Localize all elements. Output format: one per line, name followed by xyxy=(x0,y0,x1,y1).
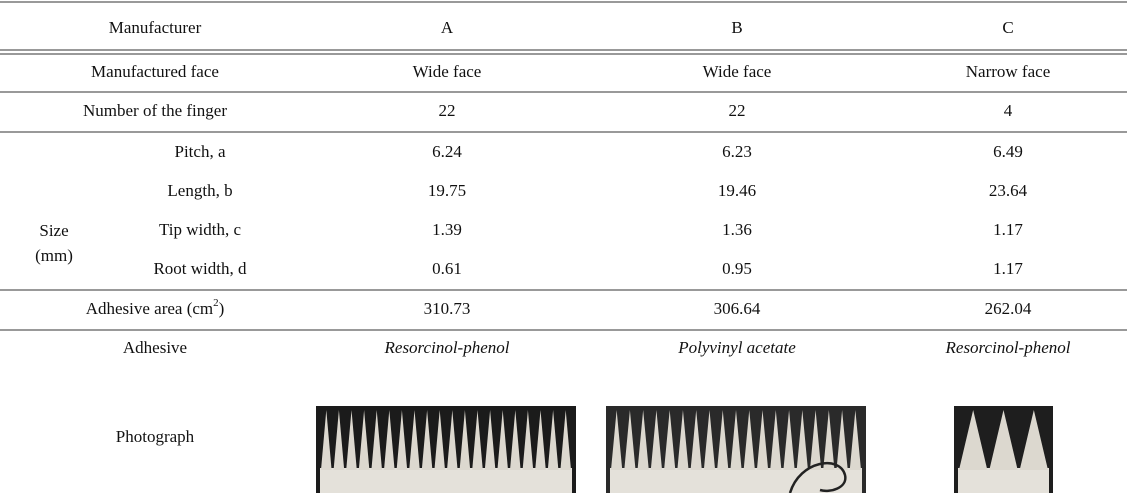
cell: 6.24 xyxy=(432,142,462,161)
finger xyxy=(730,410,742,470)
finger xyxy=(611,410,623,470)
finger xyxy=(484,410,496,470)
cell: 22 xyxy=(729,101,746,120)
marker-stroke xyxy=(788,461,847,493)
finger xyxy=(371,410,382,470)
finger xyxy=(434,410,445,470)
finger xyxy=(650,410,663,470)
wood xyxy=(958,468,1049,493)
wood xyxy=(320,468,572,493)
cell: 23.64 xyxy=(989,181,1028,200)
finger xyxy=(677,410,689,470)
finger xyxy=(510,410,521,470)
cell: Resorcinol-phenol xyxy=(384,338,510,357)
finger xyxy=(321,410,332,470)
finger xyxy=(809,410,822,470)
cell: 1.39 xyxy=(432,220,462,239)
column-header: A xyxy=(441,18,454,37)
cell: 1.17 xyxy=(993,220,1023,239)
size-row-label: Root width, d xyxy=(153,259,247,278)
finger xyxy=(989,410,1018,470)
label-text: Adhesive area (cm xyxy=(86,299,213,318)
adhesive-area-label: Adhesive area (cm2) xyxy=(86,297,225,318)
finger xyxy=(690,410,702,470)
finger xyxy=(717,410,729,470)
cell: 0.95 xyxy=(722,259,752,278)
cell: Resorcinol-phenol xyxy=(945,338,1071,357)
finger xyxy=(783,410,795,470)
finger xyxy=(836,410,848,470)
finger xyxy=(796,410,808,470)
cell: 6.23 xyxy=(722,142,752,161)
size-unit: (mm) xyxy=(35,246,73,265)
cell: 1.17 xyxy=(993,259,1023,278)
size-row-label: Length, b xyxy=(167,181,232,200)
header-label: Manufacturer xyxy=(109,18,202,37)
cell: 22 xyxy=(439,101,456,120)
label-text: ) xyxy=(219,299,225,318)
cell: Polyvinyl acetate xyxy=(677,338,796,357)
finger xyxy=(522,410,534,470)
cell: Narrow face xyxy=(966,62,1050,81)
cell: 310.73 xyxy=(424,299,471,318)
cell: Wide face xyxy=(413,62,482,81)
cell: 262.04 xyxy=(985,299,1032,318)
finger xyxy=(472,410,483,470)
finger xyxy=(447,410,458,470)
cell: 1.36 xyxy=(722,220,752,239)
finger xyxy=(664,410,676,470)
finger xyxy=(743,410,755,470)
row-label: Number of the finger xyxy=(83,101,227,120)
cell: 19.75 xyxy=(428,181,466,200)
column-header: B xyxy=(731,18,742,37)
finger xyxy=(358,410,370,470)
size-row-label: Tip width, c xyxy=(159,220,241,239)
finger xyxy=(637,410,649,470)
superscript: 2 xyxy=(213,297,219,309)
finger xyxy=(703,410,716,470)
cell: Wide face xyxy=(703,62,772,81)
cell: 306.64 xyxy=(714,299,761,318)
adhesive-label: Adhesive xyxy=(123,338,187,357)
finger xyxy=(384,410,395,470)
finger xyxy=(333,410,345,470)
finger xyxy=(560,410,571,470)
row-label: Manufactured face xyxy=(91,62,219,81)
size-row-label: Pitch, a xyxy=(175,142,226,161)
photographs xyxy=(316,406,1053,493)
finger xyxy=(849,410,861,470)
wood xyxy=(610,468,862,493)
cell: 6.49 xyxy=(993,142,1023,161)
column-header: C xyxy=(1002,18,1013,37)
finger xyxy=(409,410,420,470)
photograph-label: Photograph xyxy=(116,427,195,446)
size-label: Size xyxy=(39,221,68,240)
finger xyxy=(535,410,546,470)
finger xyxy=(547,410,559,470)
cell: 0.61 xyxy=(432,259,462,278)
finger xyxy=(959,410,988,470)
finger xyxy=(624,410,636,470)
finger xyxy=(1019,410,1048,470)
cell: 19.46 xyxy=(718,181,756,200)
finger xyxy=(497,410,508,470)
finger xyxy=(459,410,471,470)
finger xyxy=(756,410,769,470)
finger xyxy=(823,410,835,470)
finger xyxy=(421,410,433,470)
finger xyxy=(396,410,408,470)
cell: 4 xyxy=(1004,101,1013,120)
finger xyxy=(346,410,357,470)
finger xyxy=(770,410,782,470)
